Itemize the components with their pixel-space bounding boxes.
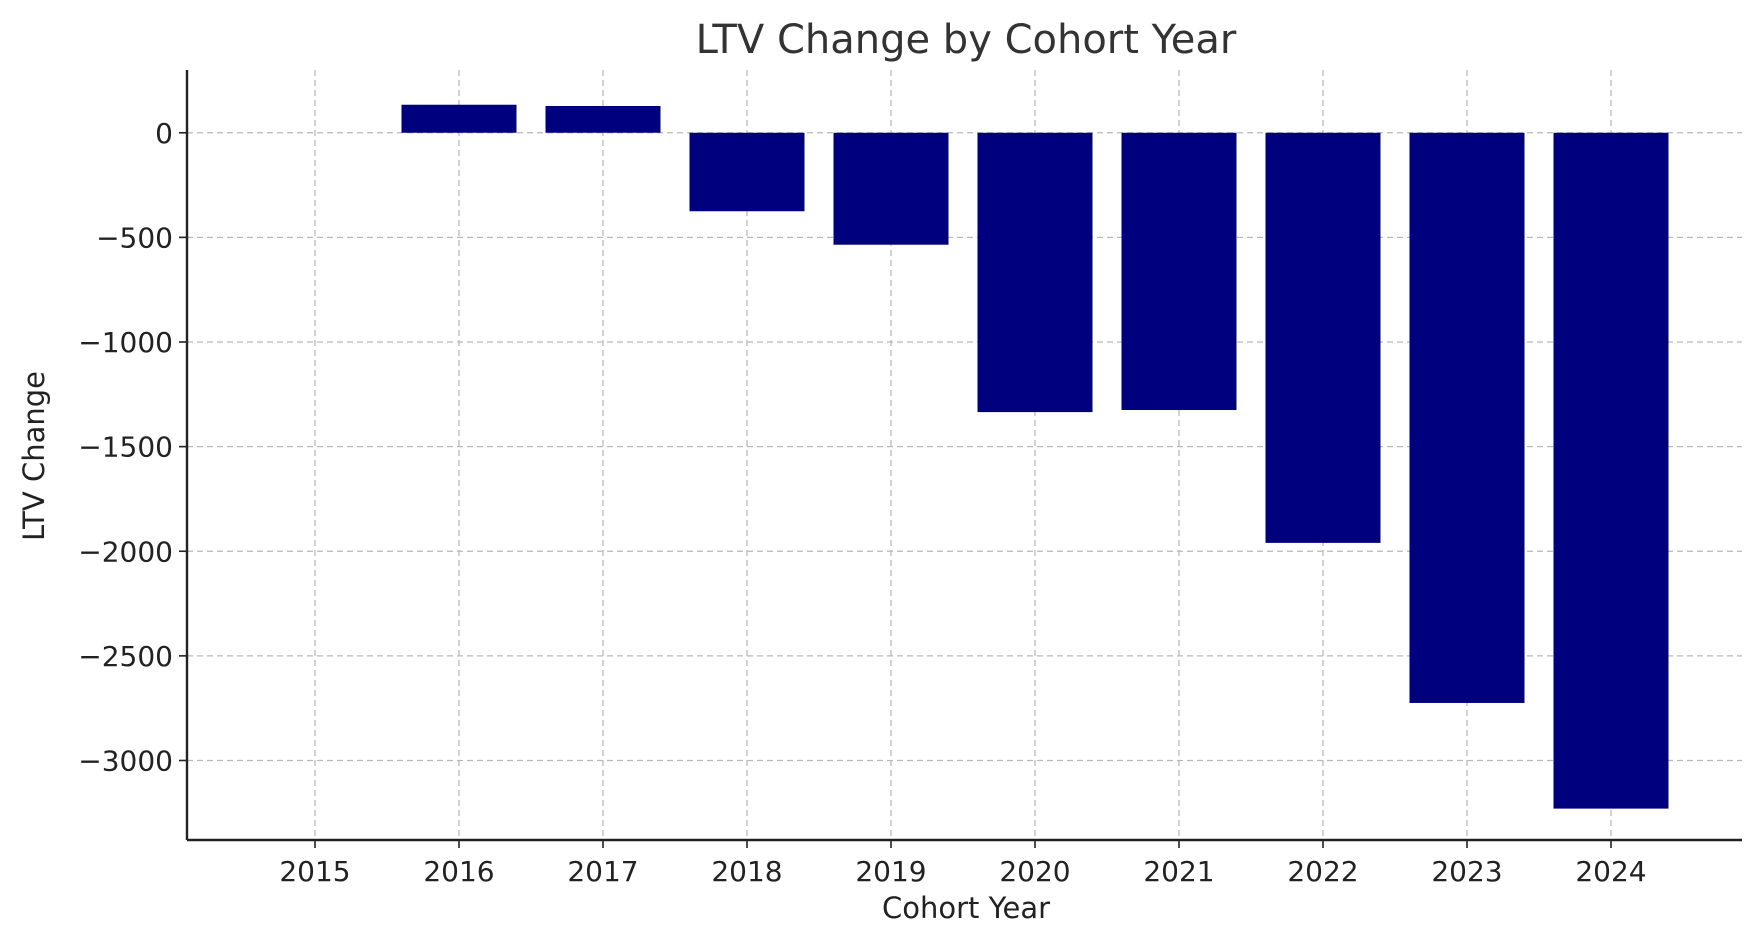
y-axis-label: LTV Change — [17, 371, 51, 541]
y-tick-label: −1000 — [78, 326, 173, 359]
x-tick-label: 2020 — [999, 855, 1070, 888]
x-tick-label: 2021 — [1143, 855, 1214, 888]
bar-2018 — [689, 132, 805, 212]
y-tick-label: −2000 — [78, 535, 173, 568]
x-tick-label: 2022 — [1287, 855, 1358, 888]
x-tick-label: 2017 — [567, 855, 638, 888]
x-tick-label: 2023 — [1431, 855, 1502, 888]
x-tick-label: 2018 — [711, 855, 782, 888]
bar-2021 — [1121, 132, 1237, 411]
axes — [185, 70, 1742, 842]
bar-2019 — [833, 132, 949, 245]
x-axis-ticks: 2015 2016 2017 2018 2019 2020 2021 2022 2023 2024 — [279, 840, 1647, 888]
y-tick-label: −500 — [96, 221, 173, 254]
y-axis-ticks: 0 −500 −1000 −1500 −2000 −2500 −3000 — [78, 117, 187, 777]
x-axis-label: Cohort Year — [882, 891, 1050, 925]
bar-2022 — [1265, 132, 1381, 543]
bar-2016 — [401, 104, 517, 133]
x-tick-label: 2019 — [855, 855, 926, 888]
y-tick-label: −3000 — [78, 744, 173, 777]
bar-2020 — [977, 132, 1093, 413]
x-tick-label: 2015 — [279, 855, 350, 888]
x-tick-label: 2024 — [1575, 855, 1646, 888]
y-tick-label: 0 — [155, 117, 173, 150]
bar-2024 — [1553, 132, 1669, 809]
x-tick-label: 2016 — [423, 855, 494, 888]
y-tick-label: −1500 — [78, 431, 173, 464]
bar-2023 — [1409, 132, 1525, 703]
chart-title: LTV Change by Cohort Year — [696, 17, 1237, 63]
bar-2017 — [545, 105, 661, 133]
y-tick-label: −2500 — [78, 640, 173, 673]
bars — [401, 104, 1669, 809]
